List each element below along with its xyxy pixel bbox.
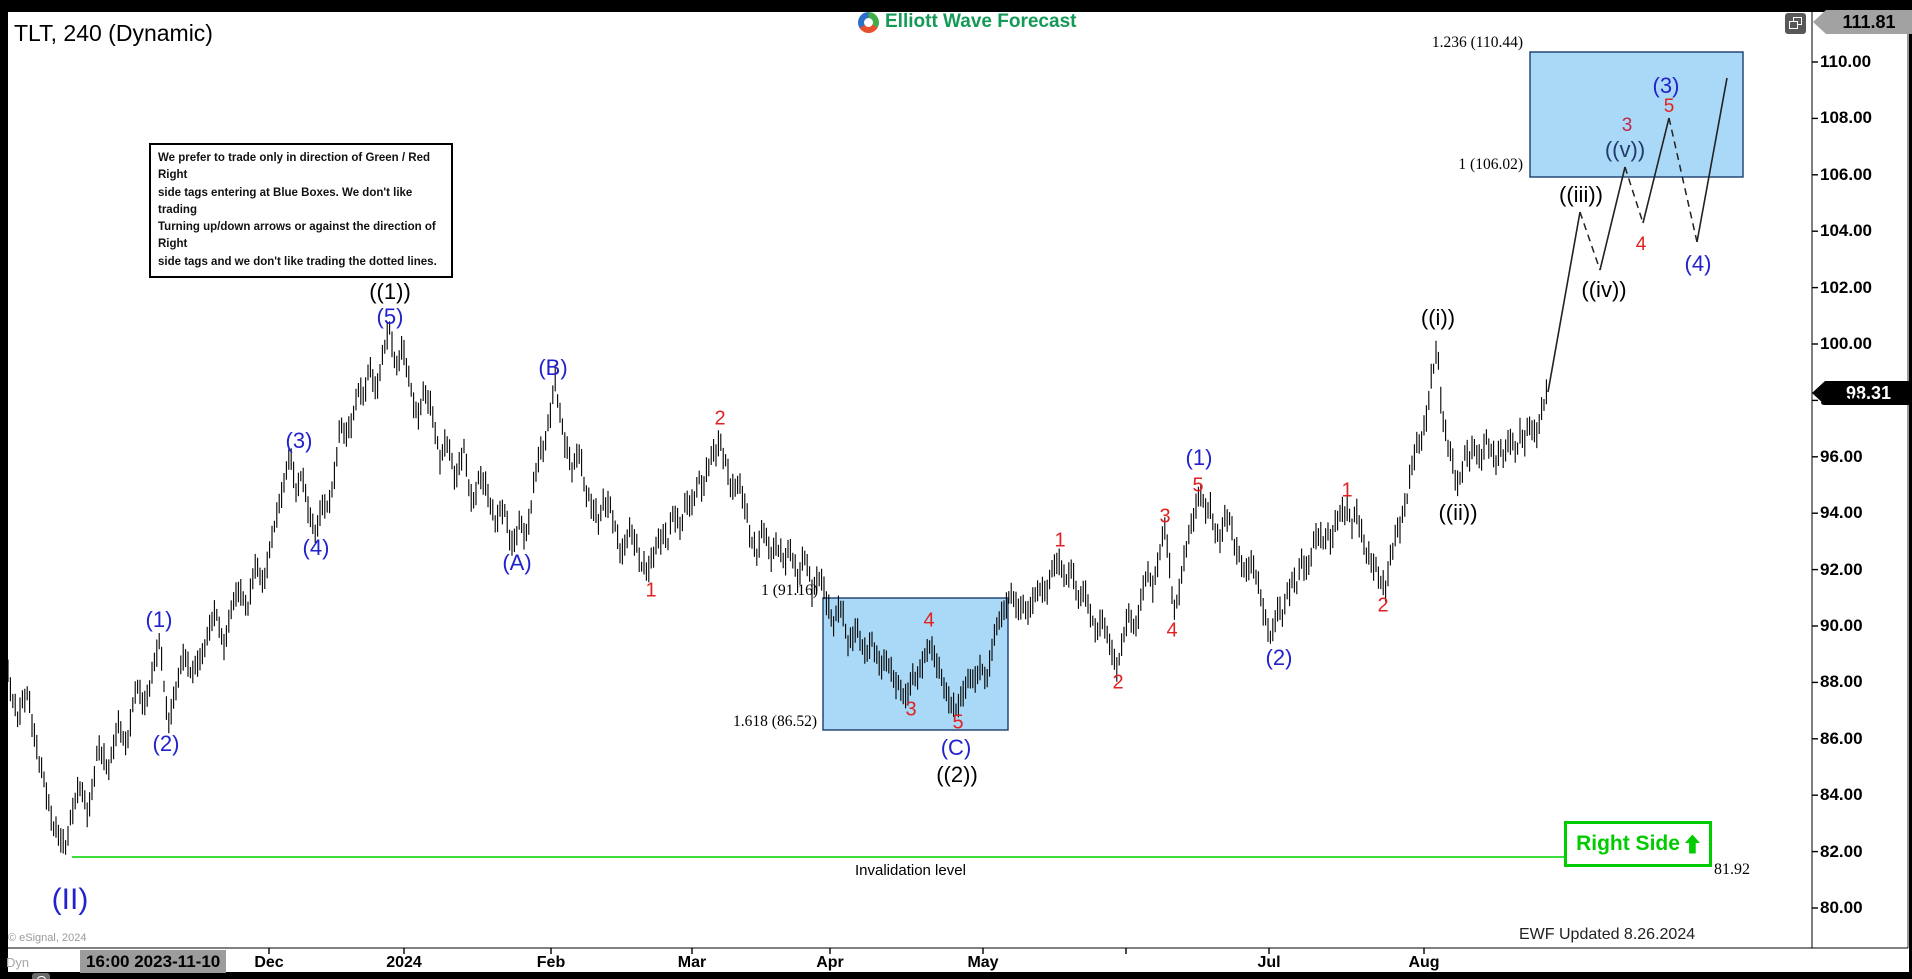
invalidation-level-value: 81.92 [1714,861,1750,878]
wave-label: ((iii)) [1559,182,1603,207]
dyn-mode-label: Dyn [6,955,30,970]
wave-label: 4 [1635,234,1647,255]
y-axis-tick-label: 88.00 [1820,672,1863,692]
wave-label: ((i)) [1420,305,1456,330]
wave-label: (II) [51,883,89,916]
y-axis-tick-label: 86.00 [1820,728,1863,748]
wave-label: 5 [1663,96,1675,117]
wave-label: 5 [952,711,964,734]
right-side-badge: Right Side [1564,821,1712,867]
fib-extension-label: 1.618 (86.52) [733,713,817,730]
wave-label: 4 [923,609,935,632]
price-bars-series [7,321,1547,855]
wave-label: (4) [1684,251,1712,276]
y-axis-tick-label: 98.00 [1820,390,1863,410]
wave-label: ((1)) [369,279,411,304]
wave-label: (5) [376,304,404,329]
y-axis-tick-label: 84.00 [1820,785,1863,805]
wave-label: 3 [905,698,917,721]
y-axis-tick-label: 104.00 [1820,221,1872,241]
wave-label: (4) [302,535,330,560]
wave-label: 5 [1192,474,1204,497]
y-axis-tick-label: 96.00 [1820,446,1863,466]
y-axis-tick-label: 108.00 [1820,108,1872,128]
y-axis-tick-label: 102.00 [1820,277,1872,297]
projection-line-dashed [1624,166,1644,224]
projection-line-solid [1642,117,1670,224]
fib-extension-label: 1 (106.02) [1458,156,1523,173]
wave-label: 1 [1054,529,1066,552]
wave-label: ((iv)) [1581,277,1627,302]
upper-price-tag: 111.81 [1813,10,1912,34]
blue-box [822,597,1009,731]
projection-line-solid [1696,77,1728,243]
y-axis-tick-label: 80.00 [1820,898,1863,917]
y-axis-tick-label: 110.00 [1820,52,1872,71]
wave-label: 1 [1341,479,1353,502]
wave-label: (3) [285,428,313,453]
wave-label: (2) [152,731,180,756]
wave-label: (C) [940,735,972,760]
disclaimer-line: Turning up/down arrows or against the di… [158,221,436,251]
x-axis-tick-label: Mar [677,954,707,971]
x-axis-tick-label: Feb [536,954,566,971]
x-axis-tick-label: Apr [816,954,844,971]
wave-label: 1 [645,579,657,602]
trading-disclaimer-note: We prefer to trade only in direction of … [149,143,453,278]
projection-line-dashed [1668,117,1698,243]
scale-lock-icon[interactable] [32,973,50,979]
wave-label: (2) [1265,645,1293,670]
right-side-badge-text: Right Side [1576,832,1680,855]
restore-window-icon[interactable] [1785,13,1806,34]
y-axis-tick-label: 82.00 [1820,841,1863,861]
up-arrow-icon [1684,834,1700,854]
wave-label: (1) [145,607,173,632]
blue-box [1529,51,1744,178]
wave-label: (1) [1185,445,1213,470]
y-axis-tick-label: 94.00 [1820,503,1863,523]
fib-extension-label: 1.236 (110.44) [1431,34,1523,51]
y-axis-tick-label: 100.00 [1820,334,1872,353]
wave-label: 2 [1112,671,1124,694]
wave-label: 2 [714,407,726,430]
wave-label: 4 [1166,619,1178,642]
x-axis-tick-label: Dec [254,954,284,971]
wave-label: (A) [502,550,532,575]
wave-label: ((ii)) [1438,500,1478,525]
wave-label: (B) [538,355,568,380]
x-axis-tick-label: 2024 [386,954,422,971]
y-axis-tick-label: 90.00 [1820,616,1863,635]
y-axis-tick-label: 106.00 [1820,164,1872,184]
last-price-tag: 98.31 [1812,381,1912,405]
wave-label: ((2)) [936,762,978,787]
wave-label: ((v)) [1604,137,1646,162]
projection-line-solid [1547,211,1581,393]
chart-symbol-title: TLT, 240 (Dynamic) [14,20,213,46]
x-axis-tick-label: May [967,954,999,971]
fib-extension-label: 1 (91.16) [761,582,818,599]
invalidation-level-label: Invalidation level [855,862,966,879]
x-axis-tick-label: Jul [1257,954,1281,971]
wave-label: 2 [1377,594,1389,617]
brand-logo: Elliott Wave Forecast [858,11,1076,33]
disclaimer-line: side tags entering at Blue Boxes. We don… [158,186,413,216]
wave-label: 3 [1159,505,1171,528]
disclaimer-line: side tags and we don't like trading the … [158,255,437,268]
projection-line-solid [1599,166,1626,271]
wave-label: (3) [1652,73,1680,98]
wave-label: 3 [1621,115,1633,136]
projection-line-dashed [1579,211,1601,271]
elliott-wave-forecast-swirl-icon [858,11,879,33]
y-axis-tick-label: 92.00 [1820,559,1863,579]
esignal-copyright: © eSignal, 2024 [8,932,87,944]
brand-logo-text: Elliott Wave Forecast [885,11,1077,32]
disclaimer-line: We prefer to trade only in direction of … [158,152,430,182]
x-axis-tick-label: Aug [1408,954,1440,971]
ewf-updated-note: EWF Updated 8.26.2024 [1519,926,1696,943]
cursor-date-readout: 16:00 2023-11-10 [80,950,227,973]
